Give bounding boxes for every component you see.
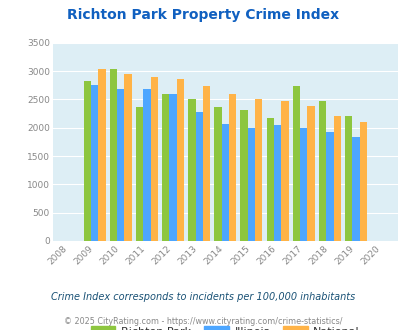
Legend: Richton Park, Illinois, National: Richton Park, Illinois, National: [86, 322, 363, 330]
Bar: [247, 128, 254, 241]
Bar: [176, 79, 183, 241]
Text: © 2025 CityRating.com - https://www.cityrating.com/crime-statistics/: © 2025 CityRating.com - https://www.city…: [64, 317, 341, 326]
Bar: [195, 112, 202, 241]
Bar: [117, 89, 124, 241]
Bar: [91, 85, 98, 241]
Bar: [326, 132, 333, 241]
Bar: [254, 99, 262, 241]
Bar: [136, 107, 143, 241]
Bar: [307, 106, 314, 241]
Bar: [359, 121, 366, 241]
Bar: [344, 116, 352, 241]
Bar: [266, 118, 273, 241]
Bar: [221, 124, 228, 241]
Bar: [202, 86, 210, 241]
Bar: [333, 116, 340, 241]
Bar: [188, 99, 195, 241]
Bar: [273, 125, 281, 241]
Bar: [98, 69, 105, 241]
Text: Richton Park Property Crime Index: Richton Park Property Crime Index: [67, 8, 338, 22]
Text: Crime Index corresponds to incidents per 100,000 inhabitants: Crime Index corresponds to incidents per…: [51, 292, 354, 302]
Bar: [169, 94, 176, 241]
Bar: [83, 81, 91, 241]
Bar: [318, 101, 326, 241]
Bar: [228, 94, 236, 241]
Bar: [124, 74, 131, 241]
Bar: [143, 89, 150, 241]
Bar: [162, 94, 169, 241]
Bar: [281, 101, 288, 241]
Bar: [150, 77, 158, 241]
Bar: [299, 128, 307, 241]
Bar: [352, 137, 359, 241]
Bar: [214, 107, 221, 241]
Bar: [109, 69, 117, 241]
Bar: [292, 86, 299, 241]
Bar: [240, 110, 247, 241]
